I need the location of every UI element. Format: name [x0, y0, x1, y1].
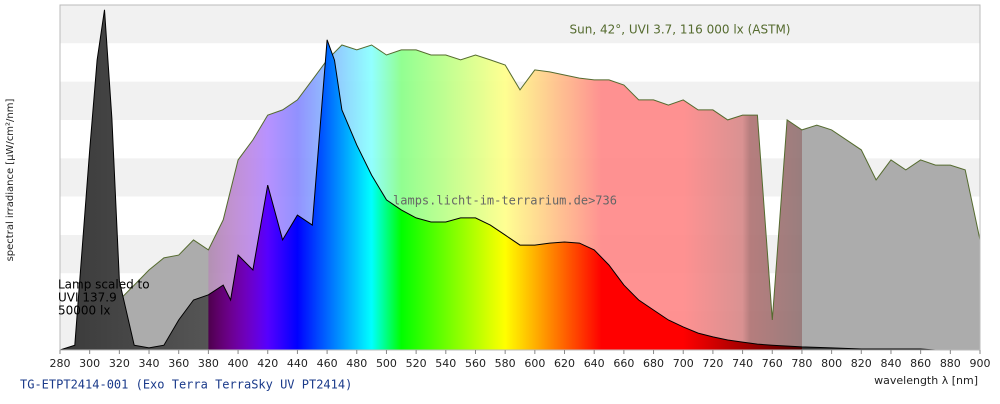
series-line [89, 44, 981, 351]
lamp-label: Lamp scaled to [58, 278, 150, 292]
lamp-label: 50000 lx [58, 304, 110, 318]
x-tick-label: 440 [287, 357, 308, 370]
x-tick-label: 740 [732, 357, 753, 370]
x-tick-label: 360 [168, 357, 189, 370]
sun-label: Sun, 42°, UVI 3.7, 116 000 lx (ASTM) [570, 23, 791, 37]
x-tick-label: 540 [435, 357, 456, 370]
x-tick-label: 680 [643, 357, 664, 370]
x-tick-label: 900 [970, 357, 991, 370]
x-tick-label: 860 [910, 357, 931, 370]
x-tick-label: 620 [554, 357, 575, 370]
series-area [60, 9, 980, 351]
x-tick-label: 760 [762, 357, 783, 370]
x-tick-label: 320 [109, 357, 130, 370]
x-tick-label: 380 [198, 357, 219, 370]
x-tick-label: 880 [940, 357, 961, 370]
x-tick-label: 580 [495, 357, 516, 370]
x-tick-label: 660 [613, 357, 634, 370]
x-tick-label: 560 [465, 357, 486, 370]
y-axis-label: spectral irradiance [µW/cm²/nm] [5, 98, 16, 261]
x-tick-label: 480 [346, 357, 367, 370]
x-tick-label: 400 [228, 357, 249, 370]
x-tick-label: 420 [257, 357, 278, 370]
chart-title: TG-ETPT2414-001 (Exo Terra TerraSky UV P… [20, 378, 352, 392]
plot-frame [59, 4, 981, 351]
x-tick-label: 720 [702, 357, 723, 370]
x-tick-label: 820 [851, 357, 872, 370]
x-axis-label: wavelength λ [nm] [874, 374, 978, 387]
watermark: lamps.licht-im-terrarium.de>736 [393, 194, 617, 208]
x-tick-label: 640 [584, 357, 605, 370]
x-tick-label: 840 [880, 357, 901, 370]
grid-band [60, 43, 980, 82]
x-tick-label: 700 [673, 357, 694, 370]
x-tick-label: 340 [139, 357, 160, 370]
x-tick-label: 460 [317, 357, 338, 370]
lamp-label: UVI 137.9 [58, 291, 117, 305]
x-tick-label: 520 [406, 357, 427, 370]
x-tick-label: 280 [50, 357, 71, 370]
x-tick-label: 500 [376, 357, 397, 370]
x-tick-label: 600 [524, 357, 545, 370]
x-tick-label: 780 [791, 357, 812, 370]
series-line [59, 9, 980, 351]
x-tick-label: 800 [821, 357, 842, 370]
x-tick-label: 300 [79, 357, 100, 370]
grid-band [60, 5, 980, 44]
